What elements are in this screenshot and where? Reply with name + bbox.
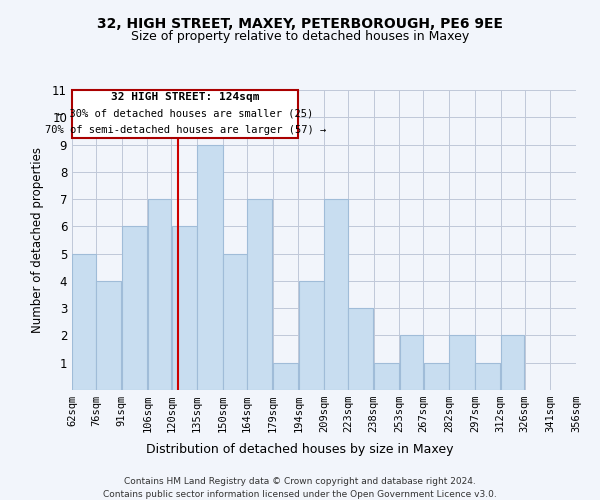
Bar bbox=[223, 254, 247, 390]
Bar bbox=[501, 336, 524, 390]
Bar bbox=[197, 144, 223, 390]
Bar bbox=[374, 362, 399, 390]
Bar bbox=[96, 281, 121, 390]
Bar bbox=[273, 362, 298, 390]
Bar bbox=[449, 336, 475, 390]
Bar bbox=[172, 226, 197, 390]
Bar bbox=[148, 199, 171, 390]
Bar bbox=[348, 308, 373, 390]
Text: 70% of semi-detached houses are larger (57) →: 70% of semi-detached houses are larger (… bbox=[44, 126, 326, 136]
Bar bbox=[400, 336, 423, 390]
Text: 32 HIGH STREET: 124sqm: 32 HIGH STREET: 124sqm bbox=[111, 92, 259, 102]
Text: Size of property relative to detached houses in Maxey: Size of property relative to detached ho… bbox=[131, 30, 469, 43]
Bar bbox=[72, 254, 96, 390]
Bar bbox=[122, 226, 147, 390]
Bar bbox=[424, 362, 449, 390]
FancyBboxPatch shape bbox=[72, 90, 298, 138]
Text: Contains public sector information licensed under the Open Government Licence v3: Contains public sector information licen… bbox=[103, 490, 497, 499]
Text: Contains HM Land Registry data © Crown copyright and database right 2024.: Contains HM Land Registry data © Crown c… bbox=[124, 478, 476, 486]
Bar bbox=[475, 362, 500, 390]
Bar bbox=[299, 281, 324, 390]
Bar bbox=[324, 199, 348, 390]
Text: 32, HIGH STREET, MAXEY, PETERBOROUGH, PE6 9EE: 32, HIGH STREET, MAXEY, PETERBOROUGH, PE… bbox=[97, 18, 503, 32]
Text: Distribution of detached houses by size in Maxey: Distribution of detached houses by size … bbox=[146, 442, 454, 456]
Y-axis label: Number of detached properties: Number of detached properties bbox=[31, 147, 44, 333]
Text: ← 30% of detached houses are smaller (25): ← 30% of detached houses are smaller (25… bbox=[57, 109, 313, 119]
Bar bbox=[247, 199, 272, 390]
